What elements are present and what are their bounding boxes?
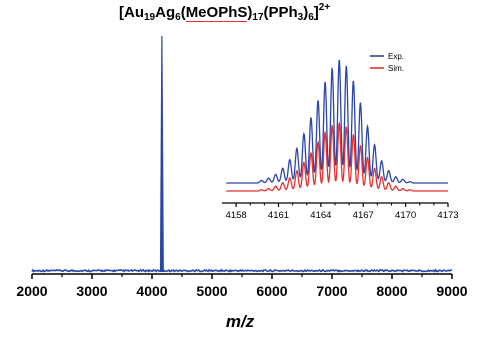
title-part: ( bbox=[180, 4, 186, 21]
title-part: 2+ bbox=[318, 2, 331, 13]
title-part: 17 bbox=[252, 12, 264, 23]
x-tick-label: 5000 bbox=[196, 283, 227, 299]
x-tick-label: 8000 bbox=[376, 283, 407, 299]
x-tick-label: 9000 bbox=[436, 283, 467, 299]
legend-label: Sim. bbox=[388, 64, 404, 73]
title-part: ) bbox=[247, 4, 253, 21]
title-part: MeOPhS bbox=[185, 4, 248, 22]
spectrum-peak bbox=[159, 35, 164, 273]
title-part: [Au bbox=[119, 4, 144, 21]
x-tick-label: 2000 bbox=[16, 283, 47, 299]
inset-plot: 4158 4161 4164 4167 4170 4173 Exp. Sim. bbox=[222, 52, 459, 221]
x-tick-label: 3000 bbox=[76, 283, 107, 299]
inset-x-tick-label: 4173 bbox=[437, 210, 458, 221]
x-axis-label: m/z bbox=[225, 312, 255, 331]
title-part: 6 bbox=[308, 12, 314, 23]
inset-x-tick-label: 4161 bbox=[268, 210, 289, 221]
baseline-trace bbox=[31, 268, 453, 273]
inset-x-tick-label: 4164 bbox=[310, 210, 331, 221]
isotope-trace-sim bbox=[226, 121, 448, 192]
x-tick-label: 7000 bbox=[316, 283, 347, 299]
title-part: 3 bbox=[297, 12, 304, 23]
main-plot: 2000 3000 4000 5000 6000 7000 8000 9000 bbox=[16, 35, 468, 299]
x-tick-label: 6000 bbox=[256, 283, 287, 299]
inset-x-tick-label: 4158 bbox=[226, 210, 247, 221]
title-part: ] bbox=[313, 4, 319, 21]
x-tick-label: 4000 bbox=[136, 283, 167, 299]
inset-x-tick-label: 4170 bbox=[395, 210, 416, 221]
title-part: 6 bbox=[175, 12, 181, 23]
legend-label: Exp. bbox=[388, 52, 404, 61]
isotope-trace-exp bbox=[226, 59, 448, 184]
title-part: 19 bbox=[144, 12, 156, 23]
title-part: ) bbox=[303, 4, 309, 21]
title-part: (PPh bbox=[263, 4, 298, 21]
inset-x-tick-label: 4167 bbox=[353, 210, 374, 221]
title-part: Ag bbox=[155, 4, 176, 21]
chart-title: [Au19Ag6(MeOPhS)17(PPh3)6]2+ bbox=[119, 2, 331, 23]
